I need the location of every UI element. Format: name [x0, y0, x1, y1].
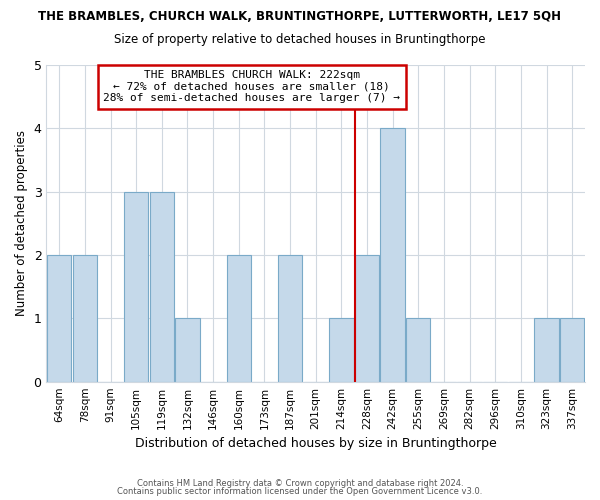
Bar [124, 192, 148, 382]
Bar [227, 255, 251, 382]
Bar [535, 318, 559, 382]
Bar [380, 128, 405, 382]
Bar [329, 318, 353, 382]
Text: THE BRAMBLES, CHURCH WALK, BRUNTINGTHORPE, LUTTERWORTH, LE17 5QH: THE BRAMBLES, CHURCH WALK, BRUNTINGTHORP… [38, 10, 562, 23]
Bar [73, 255, 97, 382]
Text: Size of property relative to detached houses in Bruntingthorpe: Size of property relative to detached ho… [114, 32, 486, 46]
Bar [47, 255, 71, 382]
Bar [175, 318, 200, 382]
Y-axis label: Number of detached properties: Number of detached properties [15, 130, 28, 316]
X-axis label: Distribution of detached houses by size in Bruntingthorpe: Distribution of detached houses by size … [135, 437, 497, 450]
Text: Contains HM Land Registry data © Crown copyright and database right 2024.: Contains HM Land Registry data © Crown c… [137, 478, 463, 488]
Bar [406, 318, 430, 382]
Text: THE BRAMBLES CHURCH WALK: 222sqm
← 72% of detached houses are smaller (18)
28% o: THE BRAMBLES CHURCH WALK: 222sqm ← 72% o… [103, 70, 400, 103]
Bar [278, 255, 302, 382]
Text: Contains public sector information licensed under the Open Government Licence v3: Contains public sector information licen… [118, 488, 482, 496]
Bar [149, 192, 174, 382]
Bar [355, 255, 379, 382]
Bar [560, 318, 584, 382]
